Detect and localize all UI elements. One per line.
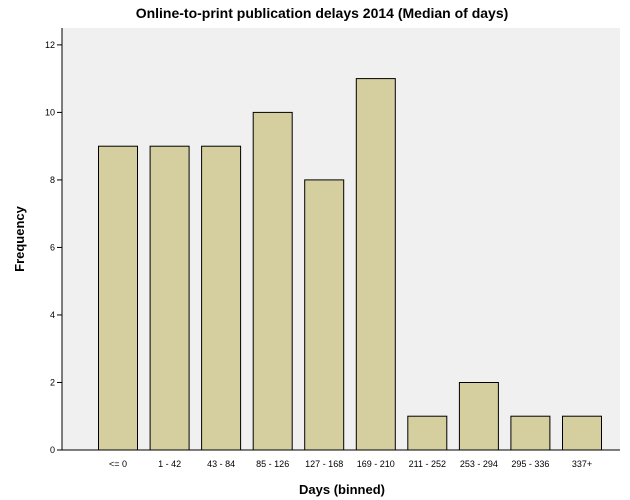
x-category-label: 337+ — [572, 459, 592, 469]
bar-9 — [562, 415, 602, 451]
bar-4 — [304, 179, 345, 451]
x-category-label: 295 - 336 — [511, 459, 549, 469]
bar-3 — [252, 111, 293, 451]
y-tick-label: 12 — [45, 40, 55, 50]
x-category-label: 85 - 126 — [256, 459, 289, 469]
y-tick-label: 4 — [50, 310, 55, 320]
bar-5 — [355, 78, 396, 451]
bar-1 — [149, 145, 190, 451]
y-tick-label: 10 — [45, 107, 55, 117]
x-axis-label: Days (binned) — [299, 482, 385, 497]
x-category-label: 169 - 210 — [357, 459, 395, 469]
y-tick-label: 6 — [50, 242, 55, 252]
x-category-label: 43 - 84 — [207, 459, 235, 469]
y-tick-label: 0 — [50, 445, 55, 455]
bar-7 — [458, 382, 499, 451]
bar-2 — [201, 145, 242, 451]
x-category-label: <= 0 — [109, 459, 127, 469]
chart-title: Online-to-print publication delays 2014 … — [136, 5, 509, 21]
y-tick-label: 2 — [50, 377, 55, 387]
bar-0 — [98, 145, 138, 451]
x-category-label: 253 - 294 — [460, 459, 498, 469]
bar-8 — [510, 415, 551, 451]
category-labels: <= 0 1 - 42 43 - 84 85 - 126 127 - 168 169 - … — [109, 459, 592, 469]
bars — [98, 78, 602, 451]
y-tick-label: 8 — [50, 175, 55, 185]
x-category-label: 127 - 168 — [305, 459, 343, 469]
y-axis-label: Frequency — [12, 205, 27, 272]
bar-6 — [407, 415, 448, 451]
y-axis: 0 2 4 6 8 10 12 — [45, 28, 63, 455]
x-category-label: 211 - 252 — [409, 459, 446, 469]
x-category-label: 1 - 42 — [158, 459, 181, 469]
